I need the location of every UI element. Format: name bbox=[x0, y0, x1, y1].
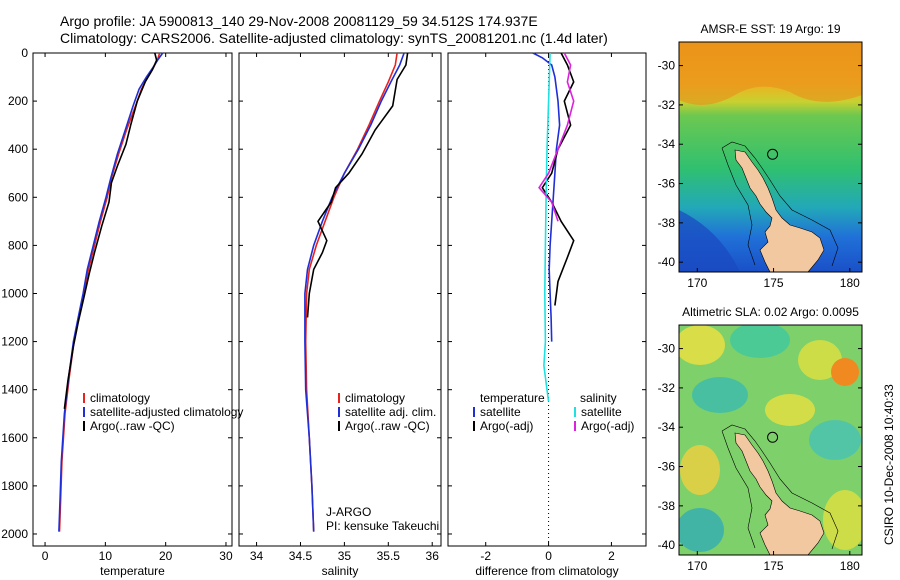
annotation-text: PI: kensuke Takeuchi bbox=[326, 519, 439, 533]
x-tick-label: 34.5 bbox=[289, 549, 313, 563]
y-tick-label: 200 bbox=[8, 94, 28, 108]
sst-shelf-contour bbox=[721, 141, 839, 267]
sst-warm-patch bbox=[679, 42, 862, 105]
footer-credit: CSIRO 10-Dec-2008 10:40:33 bbox=[882, 384, 896, 545]
x-tick-label: 34 bbox=[250, 549, 264, 563]
series-line bbox=[58, 52, 164, 532]
profile-location-marker bbox=[767, 431, 779, 443]
y-tick-label: 1200 bbox=[1, 335, 28, 349]
y-tick-label: 800 bbox=[8, 238, 28, 252]
legend-label: Argo(..raw -QC) bbox=[345, 419, 430, 433]
y-tick-label: 1400 bbox=[1, 383, 28, 397]
series-line bbox=[538, 52, 575, 222]
sla-blob bbox=[765, 394, 815, 426]
y-tick-label: -40 bbox=[658, 538, 676, 552]
sst-map bbox=[679, 42, 862, 272]
legend-heading: salinity bbox=[580, 391, 617, 405]
legend-label: satellite-adjusted climatology bbox=[90, 405, 243, 419]
x-tick-label: -2 bbox=[480, 549, 491, 563]
x-tick-label: 0 bbox=[545, 549, 552, 563]
profile-panel-frame bbox=[238, 52, 442, 547]
x-tick-label: 35.5 bbox=[377, 549, 401, 563]
y-tick-label: -40 bbox=[658, 255, 676, 269]
sla-map bbox=[679, 325, 862, 555]
x-tick-label: 180 bbox=[840, 559, 860, 573]
x-tick-label: 2 bbox=[608, 549, 615, 563]
y-tick-label: -38 bbox=[658, 216, 676, 230]
x-tick-label: 36 bbox=[426, 549, 440, 563]
x-tick-label: 170 bbox=[687, 559, 707, 573]
series-line bbox=[306, 52, 409, 318]
legend-label: Argo(-adj) bbox=[581, 419, 634, 433]
y-tick-label: -36 bbox=[658, 177, 676, 191]
sst-cool-patch bbox=[679, 210, 740, 272]
sla-blob bbox=[809, 420, 861, 460]
y-tick-label: 2000 bbox=[1, 527, 28, 541]
series-line bbox=[58, 52, 161, 532]
series-line bbox=[63, 52, 158, 409]
map-frame bbox=[678, 41, 863, 273]
legend-label: Argo(-adj) bbox=[480, 419, 533, 433]
y-tick-label: 0 bbox=[21, 46, 28, 60]
x-axis-label: temperature bbox=[100, 564, 165, 578]
legend-heading: temperature bbox=[480, 391, 545, 405]
sla-blob bbox=[823, 490, 862, 550]
sla-shelf-contour bbox=[721, 424, 839, 550]
y-tick-label: -36 bbox=[658, 460, 676, 474]
y-tick-label: -32 bbox=[658, 381, 676, 395]
y-tick-label: -34 bbox=[658, 137, 676, 151]
plots-layer: 0 10 20 30temperature0200400600800100012001… bbox=[1, 22, 863, 578]
y-tick-label: 1000 bbox=[1, 286, 28, 300]
series-line bbox=[532, 52, 561, 342]
legend-label: satellite bbox=[581, 405, 622, 419]
y-tick-label: -34 bbox=[658, 420, 676, 434]
legend-label: satellite adj. clim. bbox=[345, 405, 436, 419]
map-title: Altimetric SLA: 0.02 Argo: 0.0095 bbox=[682, 305, 859, 319]
legend-label: climatology bbox=[345, 391, 405, 405]
sla-blob bbox=[798, 340, 842, 380]
profile-location-marker bbox=[767, 148, 779, 160]
y-tick-label: -32 bbox=[658, 98, 676, 112]
x-tick-label: 35 bbox=[338, 549, 352, 563]
legend-label: satellite bbox=[480, 405, 521, 419]
x-axis-label: difference from climatology bbox=[475, 564, 618, 578]
sla-blob bbox=[679, 325, 725, 365]
sla-blob bbox=[679, 508, 724, 552]
sla-blob bbox=[692, 377, 748, 413]
y-tick-label: -30 bbox=[658, 342, 676, 356]
y-tick-label: 400 bbox=[8, 142, 28, 156]
profile-panel-frame bbox=[447, 52, 647, 547]
profile-panel-frame bbox=[32, 52, 233, 547]
x-tick-label: 175 bbox=[764, 559, 784, 573]
series-line bbox=[304, 52, 405, 532]
x-tick-label: 20 bbox=[159, 549, 173, 563]
y-tick-label: 1600 bbox=[1, 431, 28, 445]
x-tick-label: 180 bbox=[840, 276, 860, 290]
x-tick-label: 170 bbox=[687, 276, 707, 290]
sla-blob bbox=[680, 445, 720, 495]
sla-blob bbox=[831, 358, 859, 386]
series-line bbox=[304, 52, 398, 532]
legend-label: climatology bbox=[90, 391, 150, 405]
sla-blob bbox=[730, 325, 790, 358]
header-line-1: Argo profile: JA 5900813_140 29-Nov-2008… bbox=[60, 13, 538, 29]
legend-label: Argo(..raw -QC) bbox=[90, 419, 175, 433]
map-title: AMSR-E SST: 19 Argo: 19 bbox=[700, 22, 840, 36]
x-tick-label: 30 bbox=[219, 549, 233, 563]
y-tick-label: -38 bbox=[658, 499, 676, 513]
y-tick-label: -30 bbox=[658, 59, 676, 73]
annotation-text: J-ARGO bbox=[326, 505, 371, 519]
y-tick-label: 1800 bbox=[1, 479, 28, 493]
x-axis-label: salinity bbox=[322, 564, 359, 578]
x-tick-label: 10 bbox=[99, 549, 113, 563]
series-line bbox=[543, 52, 551, 402]
header-line-2: Climatology: CARS2006. Satellite-adjuste… bbox=[60, 30, 608, 46]
sla-north-island bbox=[734, 432, 825, 555]
sst-north-island bbox=[734, 149, 825, 272]
y-tick-label: 600 bbox=[8, 190, 28, 204]
x-tick-label: 0 bbox=[42, 549, 49, 563]
x-tick-label: 175 bbox=[764, 276, 784, 290]
map-frame bbox=[678, 324, 863, 556]
